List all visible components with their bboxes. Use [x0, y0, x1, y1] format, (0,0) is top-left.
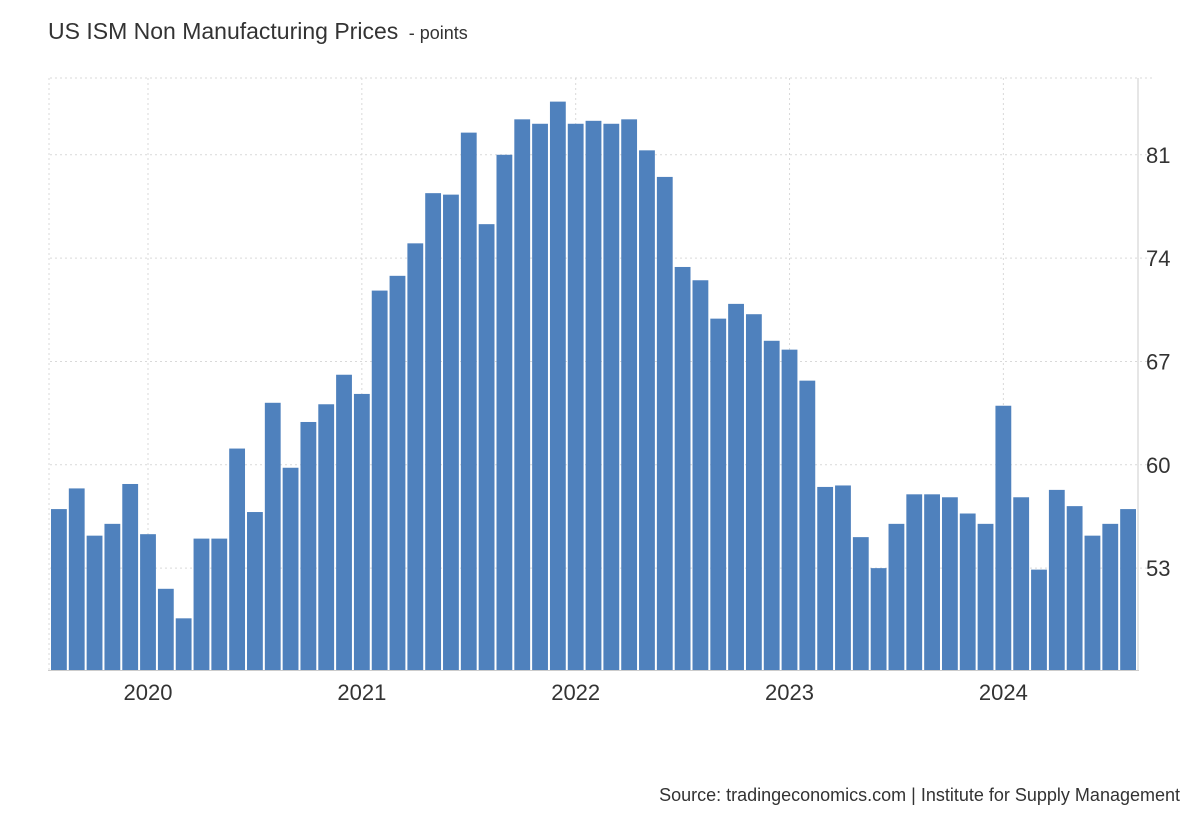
bar-2021-07 [478, 224, 495, 671]
bar-2020-10 [318, 404, 335, 670]
bar-2022-04 [639, 150, 655, 670]
bar-2019-10 [104, 523, 121, 670]
bar-2024-05 [1084, 535, 1101, 670]
bar-2020-03 [193, 538, 210, 670]
bar-2020-09 [300, 421, 317, 670]
bar-2020-05 [229, 448, 246, 670]
bar-2024-07 [1120, 509, 1136, 670]
bar-series [51, 101, 1136, 671]
y-tick-label: 67 [1146, 349, 1170, 374]
bar-2020-06 [247, 512, 263, 670]
y-axis-ticks: 53 60 67 74 81 [1146, 143, 1170, 581]
bar-2021-12 [567, 123, 584, 671]
bar-2023-08 [924, 494, 940, 670]
bar-2019-08 [68, 488, 85, 670]
bar-2023-12 [995, 405, 1012, 670]
bar-2022-11 [763, 340, 780, 670]
bar-2022-02 [603, 123, 620, 671]
bar-2023-01 [799, 380, 816, 670]
bar-2022-10 [745, 314, 762, 670]
bar-2022-12 [781, 349, 798, 670]
bar-2021-11 [549, 101, 566, 670]
bar-2023-10 [959, 513, 976, 670]
x-tick-label: 2023 [765, 680, 814, 705]
y-tick-label: 60 [1146, 453, 1170, 478]
bar-2024-02 [1031, 569, 1047, 670]
bar-2023-02 [817, 486, 834, 670]
chart-header: US ISM Non Manufacturing Prices - points [48, 18, 468, 45]
bar-2022-01 [585, 120, 602, 670]
chart-unit: - points [408, 23, 468, 43]
bar-2023-06 [888, 523, 905, 670]
bar-2019-07 [51, 509, 67, 670]
bar-2024-01 [1013, 497, 1030, 670]
y-tick-label: 81 [1146, 143, 1170, 168]
bar-2020-11 [336, 374, 352, 670]
y-tick-label: 74 [1146, 246, 1170, 271]
bar-2020-04 [211, 538, 228, 670]
x-tick-label: 2024 [979, 680, 1028, 705]
bar-2021-05 [443, 194, 459, 671]
bar-2024-03 [1048, 489, 1065, 670]
bar-2022-03 [621, 119, 638, 670]
axes [48, 78, 1139, 671]
bar-2020-02 [175, 618, 192, 670]
bar-2021-03 [407, 243, 424, 671]
bar-2021-01 [371, 290, 388, 670]
bar-2020-12 [353, 393, 370, 670]
bar-2023-07 [906, 494, 923, 670]
bar-2022-08 [710, 318, 727, 670]
bar-2022-06 [674, 266, 691, 670]
bar-2023-11 [977, 523, 994, 670]
bar-2024-06 [1102, 523, 1119, 670]
bar-2021-08 [496, 154, 513, 671]
x-tick-label: 2022 [551, 680, 600, 705]
bar-2021-02 [389, 275, 406, 670]
bar-2022-05 [656, 176, 673, 670]
x-tick-label: 2021 [337, 680, 386, 705]
bar-2019-12 [140, 534, 156, 670]
x-tick-label: 2020 [124, 680, 173, 705]
bar-2020-08 [282, 467, 299, 670]
bar-2021-06 [460, 132, 477, 671]
bar-2020-01 [157, 588, 174, 670]
bar-2023-09 [941, 497, 958, 670]
bar-2020-07 [264, 402, 281, 670]
bar-2021-09 [514, 119, 531, 670]
bar-2024-04 [1066, 506, 1083, 670]
bar-2021-04 [425, 193, 442, 671]
bar-2023-05 [870, 568, 887, 670]
bar-2019-11 [122, 483, 139, 670]
x-axis-ticks: 2020 2021 2022 2023 2024 [124, 680, 1028, 705]
bar-2022-09 [728, 303, 744, 670]
source-note: Source: tradingeconomics.com | Institute… [659, 785, 1180, 805]
bar-2022-07 [692, 280, 709, 670]
y-tick-label: 53 [1146, 556, 1170, 581]
chart-title: US ISM Non Manufacturing Prices [48, 18, 399, 44]
bar-2019-09 [86, 535, 103, 670]
bar-2023-04 [852, 537, 869, 670]
bar-2021-10 [532, 123, 548, 671]
bar-2023-03 [835, 485, 851, 670]
